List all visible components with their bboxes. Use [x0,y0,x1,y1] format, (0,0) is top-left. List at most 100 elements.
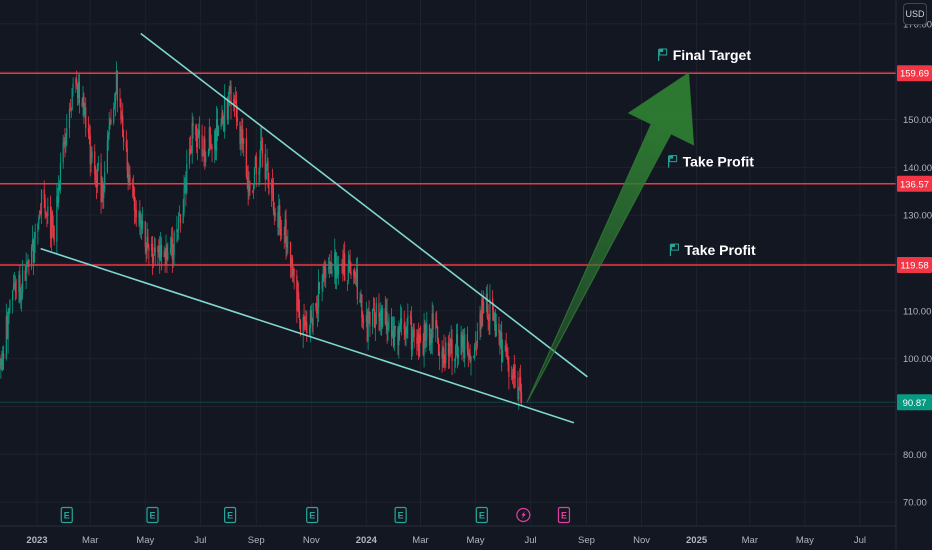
earnings-letter: E [561,511,567,521]
x-tick-label: Jul [854,535,866,546]
candle-body [475,345,478,347]
candle-body [399,326,401,330]
candle-body [159,247,161,260]
candle-body [248,182,250,193]
candle-body [192,123,194,126]
candle-body [239,121,241,144]
currency-button[interactable]: USD [903,3,927,25]
candle-body [404,329,406,336]
trendline-upper[interactable] [140,32,588,378]
earnings-marker[interactable]: E [557,506,571,524]
candle-body [361,294,363,319]
candle-body [139,213,141,225]
target-arrow[interactable] [526,72,695,403]
candle-body [296,275,298,311]
candle-body [480,312,482,327]
y-tick-label: 100.00 [903,354,932,365]
candle-body [109,119,111,126]
candle-body [432,313,434,330]
candle-body [299,320,302,336]
candle-body [518,389,520,400]
candle-body [215,130,217,151]
time-axis[interactable]: 2023 Mar May Jul Sep Nov 2024 Mar May Jul Sep Nov 20… [26,535,866,546]
candle-body [84,107,86,115]
annotation-text: Take Profit [683,154,755,170]
candle-body [409,315,412,318]
candle-body [125,142,127,148]
candle-body [501,350,504,362]
candle-body [455,345,457,359]
earnings-marker[interactable]: E [223,506,237,524]
candle-body [172,254,174,260]
candle-body [272,186,275,211]
candle-body [254,156,256,168]
earnings-marker[interactable]: E [146,506,159,524]
candle-body [443,348,445,364]
earnings-marker[interactable]: E [394,506,407,524]
x-tick-label: Mar [412,535,428,546]
candle-body [6,316,8,340]
candle-body [33,238,35,263]
candle-body [498,323,500,334]
candle-body [494,313,496,337]
earnings-letter: E [398,511,404,521]
candle-body [116,70,118,101]
candle-body [431,313,433,344]
x-tick-label: May [136,535,154,546]
candle-body [327,267,330,269]
candle-body [207,150,210,157]
candle-body [182,212,184,223]
earnings-box [146,506,159,524]
candle-body [474,345,477,347]
candle-body [191,123,193,154]
candle-body [461,334,463,347]
candle-body [216,119,219,136]
earnings-marker[interactable]: E [60,506,73,524]
x-tick-label: Sep [248,535,265,546]
candle-body [489,298,491,321]
candle-body [514,376,516,378]
candle-body [481,299,483,327]
price-tags: 159.69 136.57 119.58 90.87 [897,65,932,411]
projection-arrow[interactable] [526,72,695,403]
candle-body [9,300,11,311]
candle-body [44,198,46,214]
candle-body [285,219,287,248]
trendlines[interactable] [40,32,588,424]
candle-body [277,212,279,227]
candle-body [0,359,2,365]
candle-body [122,115,124,137]
candle-body [519,376,521,390]
candle-body [356,268,358,300]
candle-body [47,206,49,216]
candle-body [19,275,21,301]
candle-body [486,293,488,318]
candle-body [144,221,146,248]
candle-body [403,323,405,330]
candle-body [375,303,377,325]
candle-body [203,138,205,156]
candle-body [45,213,47,215]
candle-body [53,226,55,242]
earnings-marker[interactable]: E [475,506,488,524]
earnings-marker[interactable]: E [306,506,319,524]
y-tick-label: 150.00 [903,115,932,126]
candle-body [507,357,509,365]
candle-body [482,299,484,314]
candle-body [413,329,415,338]
candle-body [343,253,345,274]
candle-body [442,348,444,359]
candle-body [127,170,129,182]
candle-body [166,247,168,260]
candle-body [316,306,318,314]
candle-body [419,335,422,341]
candle-body [474,346,476,358]
dividend-marker[interactable] [516,507,531,523]
candle-body [416,337,418,344]
level-price-tag [897,257,932,274]
last-price-tag [897,394,932,411]
trendline-lower[interactable] [40,247,575,424]
